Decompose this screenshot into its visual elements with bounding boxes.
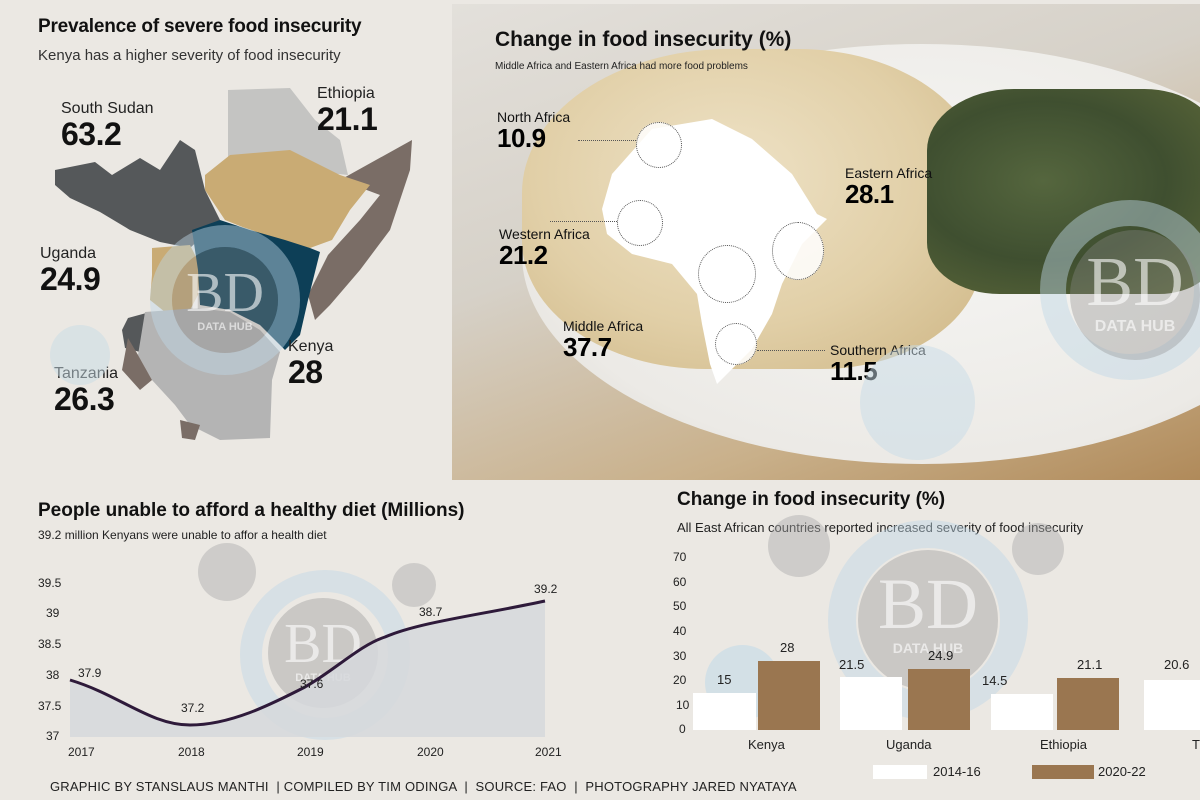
watermark-ball — [768, 515, 830, 577]
x-category: Uganda — [886, 737, 932, 752]
y-tick: 39.5 — [38, 576, 62, 590]
bar-ethiopia-2014 — [991, 694, 1053, 730]
region-label-north-africa: North Africa 10.9 — [497, 109, 571, 153]
y-tick: 10 — [676, 698, 690, 712]
bar-value-label: 14.5 — [982, 673, 1008, 688]
map-region-south-sudan — [55, 140, 220, 248]
line-chart-title: People unable to afford a healthy diet (… — [38, 500, 465, 521]
map-label-ethiopia: Ethiopia 21.1 — [317, 85, 378, 137]
region-marker-southern — [715, 323, 757, 365]
y-tick: 39 — [46, 606, 60, 620]
region-marker-eastern — [772, 222, 824, 280]
x-tick: 2019 — [297, 745, 324, 759]
map-label-south-sudan: South Sudan 63.2 — [61, 100, 154, 152]
line-chart — [69, 599, 546, 737]
area-fill — [70, 601, 545, 737]
credits-footer: GRAPHIC BY STANSLAUS MANTHI | COMPILED B… — [50, 779, 797, 794]
watermark-logo: BD DATA HUB — [858, 550, 998, 690]
region-label-eastern-africa: Eastern Africa 28.1 — [845, 165, 933, 209]
region-panel-subtitle: Middle Africa and Eastern Africa had mor… — [495, 61, 748, 72]
watermark-logo: BD DATA HUB — [172, 247, 278, 353]
bar-value-label: 20.6 — [1164, 657, 1190, 672]
x-category: Kenya — [748, 737, 785, 752]
point-label: 39.2 — [534, 582, 558, 596]
watermark-ball — [198, 543, 256, 601]
x-category: T — [1192, 737, 1200, 752]
map-region-ethiopia — [205, 150, 370, 248]
map-region-drc — [122, 338, 152, 390]
x-tick: 2018 — [178, 745, 205, 759]
point-label: 37.6 — [300, 677, 324, 691]
map-panel-title: Prevalence of severe food insecurity — [38, 16, 362, 37]
y-tick: 38 — [46, 668, 60, 682]
legend-swatch — [1032, 764, 1094, 779]
region-marker-north — [636, 122, 682, 168]
bar-value-label: 24.9 — [928, 648, 954, 663]
bar-kenya-2020 — [758, 661, 820, 730]
bar-ethiopia-2020 — [1057, 678, 1119, 730]
watermark-logo-photo: BD DATA HUB — [1070, 230, 1200, 360]
map-region-mozambique — [180, 420, 200, 440]
bar-t-2014 — [1144, 680, 1200, 730]
x-tick: 2021 — [535, 745, 562, 759]
map-label-uganda: Uganda 24.9 — [40, 245, 101, 297]
bar-chart-subtitle: All East African countries reported incr… — [677, 520, 1084, 535]
leader-line-western — [550, 221, 617, 222]
y-tick: 0 — [679, 722, 686, 736]
y-tick: 70 — [673, 550, 687, 564]
legend-swatch — [873, 764, 927, 779]
bar-chart-title: Change in food insecurity (%) — [677, 489, 946, 510]
legend-item-2020: 2020-22 — [1032, 764, 1146, 779]
region-label-middle-africa: Middle Africa 37.7 — [563, 318, 644, 362]
bar-value-label: 15 — [717, 672, 732, 687]
bar-uganda-2014 — [840, 677, 902, 730]
x-tick: 2020 — [417, 745, 444, 759]
bar-value-label: 21.5 — [839, 657, 865, 672]
point-label: 37.9 — [78, 666, 102, 680]
y-tick: 37 — [46, 729, 60, 743]
point-label: 38.7 — [419, 605, 443, 619]
y-tick: 40 — [673, 624, 687, 638]
map-label-kenya: Kenya 28 — [288, 338, 334, 390]
region-label-western-africa: Western Africa 21.2 — [499, 226, 590, 270]
bar-value-label: 21.1 — [1077, 657, 1103, 672]
bar-value-label: 28 — [780, 640, 795, 655]
leader-line-southern — [757, 350, 825, 351]
region-panel-title: Change in food insecurity (%) — [495, 28, 792, 51]
watermark-ball — [50, 325, 110, 385]
map-panel-subtitle: Kenya has a higher severity of food inse… — [38, 47, 341, 64]
y-tick: 30 — [673, 649, 687, 663]
y-tick: 38.5 — [38, 637, 62, 651]
x-category: Ethiopia — [1040, 737, 1087, 752]
watermark-ball — [392, 563, 436, 607]
x-tick: 2017 — [68, 745, 95, 759]
east-africa-map — [55, 88, 412, 440]
y-tick: 20 — [673, 673, 687, 687]
watermark-ball-photo — [860, 345, 975, 460]
region-marker-western — [617, 200, 663, 246]
point-label: 37.2 — [181, 701, 205, 715]
y-tick: 37.5 — [38, 699, 62, 713]
map-region-somalia — [308, 140, 412, 320]
line-chart-subtitle: 39.2 million Kenyans were unable to affo… — [38, 528, 327, 542]
bar-uganda-2020 — [908, 669, 970, 730]
trend-line — [69, 599, 546, 727]
watermark-ball — [1012, 523, 1064, 575]
region-marker-middle — [698, 245, 756, 303]
y-tick: 60 — [673, 575, 687, 589]
legend-item-2014: 2014-16 — [873, 764, 981, 779]
y-tick: 50 — [673, 599, 687, 613]
bar-kenya-2014 — [693, 693, 756, 730]
leader-line-north — [578, 140, 636, 141]
